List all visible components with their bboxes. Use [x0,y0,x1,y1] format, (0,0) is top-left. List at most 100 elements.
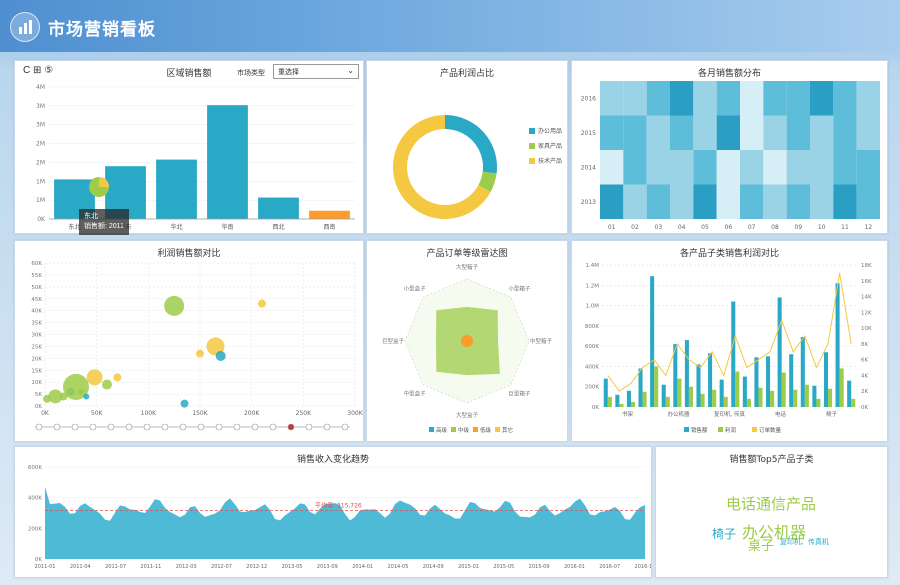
x-tick-label: 250K [296,410,312,417]
sales-trend-area [45,486,645,559]
heat-cell [810,150,834,185]
heat-cell [740,115,764,150]
donut-slice-办公用品 [445,115,497,174]
sales-bar [626,390,631,407]
x-tick-label: 2011-04 [70,564,91,570]
bar-西北 [258,197,299,219]
y-tick-label: 10K [31,380,42,386]
profit-bar [816,398,821,407]
x-tick-label: 0K [41,410,50,417]
timeline-dot [53,423,61,431]
top5-wordcloud-panel: 销售额Top5产品子类 电话通信产品 椅子 办公机器 桌子 复印机、传真机 [655,446,888,578]
sales-bar [650,276,655,407]
x-tick-label: 2011-07 [105,564,126,570]
bar-华北 [156,159,197,219]
legend-label: 中级 [458,426,470,434]
legend-label: 办公用品 [538,127,562,135]
row-label: 2013 [581,199,596,206]
grid-icon[interactable]: ⊞ [33,65,42,76]
y-tick-label: 200K [585,385,599,391]
heat-cell [623,115,647,150]
col-label: 04 [678,224,686,231]
profit-bar [665,396,670,407]
x-tick-label: 50K [91,410,104,417]
x-tick-label: 华北 [170,223,182,231]
col-label: 05 [701,224,709,231]
y2-tick-label: 8K [861,342,868,348]
profit-bar [700,393,705,407]
timeline-dot [161,423,169,431]
radar-axis-label: 大型盒子 [456,411,479,419]
profit-bar [781,372,786,407]
profit-bar [677,378,682,407]
profit-bar [851,398,856,407]
heat-cell [856,150,880,185]
y-tick-label: 0K [35,557,42,563]
filter-icon[interactable]: ⑤ [44,65,54,76]
x-tick-label: 2011-01 [35,564,56,570]
profit-bar [793,389,798,407]
heat-cell [763,81,787,116]
region-sales-panel: C ⊞ ⑤ 区域销售额 市场类型 重选择 ⌄ 0K 1M 1M 2M 2M 3M 3M 4M 东… [14,60,364,235]
x-tick-label: 2016-12 [635,564,651,570]
y-tick-label: 0K [37,216,46,223]
timeline-dot [323,423,331,431]
heat-cell [810,81,834,116]
y-tick-label: 2M [36,159,45,166]
sales-bar [742,376,747,407]
sales-bar [766,356,771,407]
y-tick-label: 30K [31,333,42,339]
x-tick-label: 2013-05 [282,564,303,570]
sales-bar [754,357,759,407]
profit-bar [735,371,740,407]
timeline-dot [305,423,313,431]
col-label: 09 [795,224,803,231]
refresh-icon[interactable]: C [23,65,31,76]
subcategory-combo-chart: 0K 200K 400K 600K 800K 1.0M 1.2M 1.4M 0K 2K 4K 6K 8K… [585,263,872,434]
x-tick-label: 2015-09 [529,564,550,570]
heat-cell [786,150,810,185]
legend-swatch [529,128,535,134]
heat-cell [716,81,740,116]
scatter-title: 利润销售额对比 [157,249,221,259]
heat-cell [740,81,764,116]
profit-bar [642,391,647,407]
chevron-down-icon: ⌄ [347,66,354,75]
timeline-dot [287,423,295,431]
radar-axis-label: 巨型盒子 [382,337,405,345]
x-tick-label: 300K [347,410,363,417]
y-tick-label: 3M [36,122,45,129]
y-tick-label: 0K [35,404,42,410]
x-tick-label: 电话 [775,410,787,418]
heat-cell [856,81,880,116]
timeline-dot [71,423,79,431]
region-select[interactable]: 重选择 ⌄ [273,64,359,79]
legend-swatch [529,158,535,164]
legend-label: 家具产品 [538,142,562,150]
x-tick-label: 东北 [68,223,80,231]
y2-tick-label: 16K [861,279,872,285]
product-share-title: 产品利润占比 [439,69,494,79]
sales-bar [603,378,608,407]
col-label: 12 [865,224,873,231]
heat-cell [740,184,764,219]
scatter-point [206,337,225,356]
sales-bar [719,379,724,407]
wordcloud-word: 办公机器 [742,523,807,542]
timeline-dot [35,423,43,431]
profit-bar [688,386,693,407]
heat-cell [670,81,694,116]
heat-cell [763,115,787,150]
y-tick-label: 40K [31,309,42,315]
y-tick-label: 600K [585,344,599,350]
heat-cell [670,150,694,185]
timeline-dot [215,423,223,431]
heat-cell [856,115,880,150]
region-sales-chart: 0K1M1M2M2M3M3M4M东北华东华北华南西北西南 [36,84,355,231]
profit-bar [804,384,809,407]
sales-bar [696,364,701,407]
x-tick-label: 100K [141,410,157,417]
heat-cell [786,115,810,150]
order-radar-panel: 产品订单等级雷达图 大型箱子 小型箱子 中型箱子 巨型箱子 大型盒子 中型盒子 巨型盒子 小型… [366,240,568,442]
